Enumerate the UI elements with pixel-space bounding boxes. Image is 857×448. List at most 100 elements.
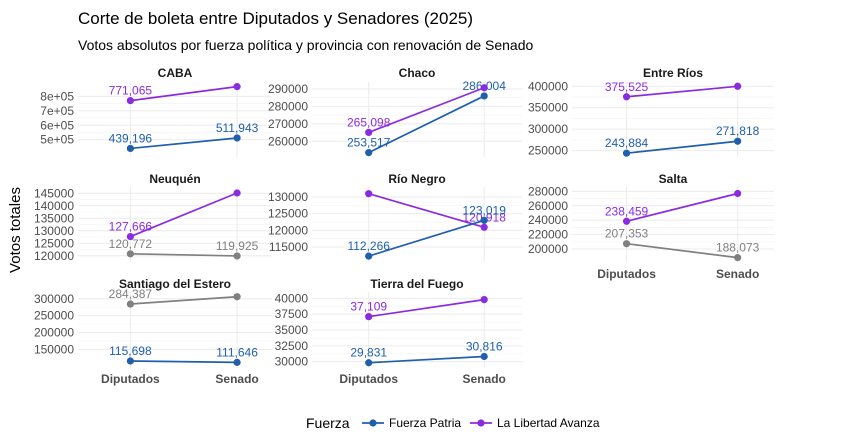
data-label: 119,925 bbox=[216, 239, 259, 253]
x-tick-label: Senado bbox=[215, 372, 258, 386]
y-tick-label: 300000 bbox=[528, 122, 568, 136]
y-tick-label: 35000 bbox=[275, 323, 309, 337]
panel-santiago-del-estero: Santiago del Estero 150000 200000 250000 300… bbox=[34, 277, 272, 368]
y-tick-label: 37500 bbox=[275, 307, 309, 321]
data-label: 123,019 bbox=[463, 203, 507, 217]
data-point-fuerza-patria bbox=[233, 358, 241, 366]
data-label: 271,818 bbox=[716, 124, 760, 138]
data-point-la-libertad-avanza bbox=[365, 190, 373, 198]
data-label: 439,196 bbox=[109, 131, 153, 145]
data-point-la-libertad-avanza bbox=[126, 232, 134, 241]
y-tick-label: 240000 bbox=[528, 213, 568, 227]
legend-label: Fuerza Patria bbox=[389, 416, 461, 430]
y-tick-label: 120000 bbox=[268, 223, 308, 237]
x-tick-label: Senado bbox=[463, 372, 506, 386]
data-point-la-libertad-avanza bbox=[480, 296, 488, 304]
x-tick-label: Diputados bbox=[597, 267, 656, 281]
data-label: 29,831 bbox=[350, 346, 387, 360]
data-point-fuerza-patria bbox=[365, 252, 373, 260]
series-line-la-libertad-avanza bbox=[368, 86, 485, 134]
y-tick-label: 120000 bbox=[34, 249, 74, 263]
series-line-fuerza-patria bbox=[368, 355, 485, 364]
data-point-la-libertad-avanza bbox=[480, 84, 488, 92]
y-tick-label: 40000 bbox=[275, 291, 309, 305]
y-tick-label: 125000 bbox=[34, 236, 74, 250]
y-tick-label: 280000 bbox=[268, 99, 308, 113]
data-label: 253,517 bbox=[347, 136, 391, 150]
y-tick-label: 200000 bbox=[34, 326, 74, 340]
y-tick-label: 7e+05 bbox=[40, 104, 74, 118]
series-line-la-libertad-avanza bbox=[626, 85, 738, 98]
panel-title: Neuquén bbox=[149, 172, 200, 186]
data-point-la-libertad-avanza bbox=[622, 93, 631, 101]
data-point-otros bbox=[622, 240, 631, 248]
y-tick-label: 300000 bbox=[34, 292, 74, 306]
y-tick-label: 130000 bbox=[268, 190, 308, 204]
legend-title: Fuerza bbox=[306, 415, 350, 431]
data-label: 284,387 bbox=[109, 287, 153, 301]
data-point-fuerza-patria bbox=[622, 149, 631, 157]
data-point-la-libertad-avanza bbox=[126, 96, 134, 105]
panel-title: Tierra del Fuego bbox=[370, 277, 463, 291]
data-point-la-libertad-avanza bbox=[734, 82, 742, 90]
panel-title: Chaco bbox=[399, 66, 436, 80]
data-point-fuerza-patria bbox=[365, 359, 373, 367]
data-point-fuerza-patria bbox=[365, 149, 373, 157]
data-label: 243,884 bbox=[605, 136, 649, 150]
data-point-fuerza-patria bbox=[126, 357, 134, 365]
data-point-otros bbox=[126, 250, 134, 258]
y-tick-label: 145000 bbox=[34, 186, 74, 200]
series-line-fuerza-patria bbox=[130, 137, 238, 150]
data-point-la-libertad-avanza bbox=[480, 223, 488, 231]
legend-entry-fuerza-patria: Fuerza Patria bbox=[362, 416, 461, 430]
series-line-otros bbox=[130, 295, 238, 305]
x-tick-label: Senado bbox=[716, 267, 759, 281]
data-label: 265,098 bbox=[347, 115, 391, 129]
panel-rio-negro: Río Negro115000120000125000130000120,918… bbox=[268, 172, 522, 262]
chart-title: Corte de boleta entre Diputados y Senado… bbox=[78, 9, 473, 28]
panel-title: Salta bbox=[659, 172, 688, 186]
data-label: 112,266 bbox=[347, 239, 390, 253]
series-line-fuerza-patria bbox=[368, 219, 485, 257]
series-line-fuerza-patria bbox=[626, 140, 738, 155]
panel-title: CABA bbox=[158, 66, 193, 80]
y-tick-label: 30000 bbox=[275, 355, 309, 369]
data-point-otros bbox=[233, 293, 241, 301]
y-tick-label: 280000 bbox=[528, 184, 568, 198]
series-line-otros bbox=[130, 252, 238, 257]
x-tick-label: Diputados bbox=[339, 372, 398, 386]
y-tick-label: 220000 bbox=[528, 228, 568, 242]
y-tick-label: 250000 bbox=[34, 309, 74, 323]
data-point-fuerza-patria bbox=[480, 92, 488, 100]
data-label: 238,459 bbox=[605, 204, 649, 218]
y-tick-label: 290000 bbox=[268, 82, 308, 96]
legend-key-point bbox=[369, 419, 377, 427]
panel-title: Río Negro bbox=[388, 172, 445, 186]
series-line-la-libertad-avanza bbox=[130, 192, 238, 238]
series-line-la-libertad-avanza bbox=[130, 85, 238, 102]
data-label: 120,772 bbox=[109, 237, 153, 251]
data-label: 127,666 bbox=[109, 220, 153, 234]
data-point-fuerza-patria bbox=[233, 134, 241, 142]
panel-chaco: Chaco260000270000280000290000253,517286,… bbox=[268, 66, 522, 157]
y-tick-label: 135000 bbox=[34, 211, 74, 225]
y-tick-label: 115000 bbox=[269, 240, 308, 254]
data-label: 511,943 bbox=[216, 121, 259, 135]
panel-tierra-del-fuego: Tierra del Fuego 30000 32500 35000 37500 4000… bbox=[275, 277, 522, 369]
data-point-fuerza-patria bbox=[734, 137, 742, 145]
data-label: 30,816 bbox=[466, 339, 503, 353]
data-point-fuerza-patria bbox=[126, 144, 134, 153]
legend-label: La Libertad Avanza bbox=[497, 416, 600, 430]
chart-subtitle: Votos absolutos por fuerza política y pr… bbox=[78, 37, 534, 53]
data-label: 37,109 bbox=[350, 300, 387, 314]
data-point-la-libertad-avanza bbox=[233, 189, 241, 197]
panel-title: Santiago del Estero bbox=[119, 277, 231, 291]
data-point-fuerza-patria bbox=[480, 352, 488, 361]
legend: Fuerza Fuerza Patria La Libertad Avanza bbox=[306, 415, 600, 431]
y-tick-label: 6e+05 bbox=[40, 118, 74, 132]
data-point-otros bbox=[126, 300, 134, 308]
y-axis-label: Votos totales bbox=[7, 187, 24, 273]
y-tick-label: 250000 bbox=[528, 144, 568, 158]
